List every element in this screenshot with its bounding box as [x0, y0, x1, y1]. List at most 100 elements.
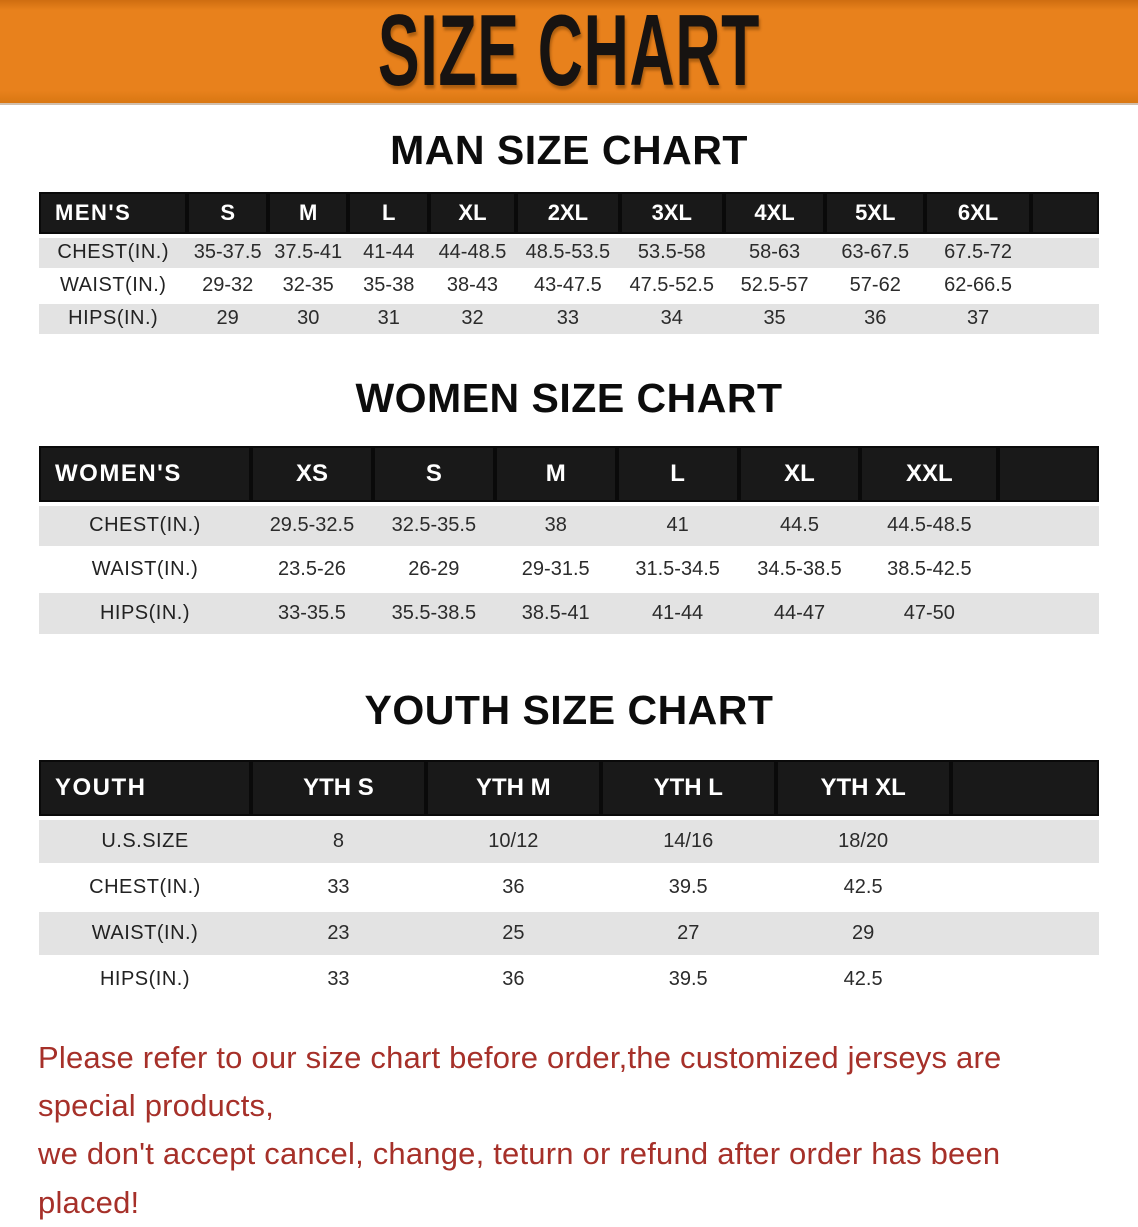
column-header: YTH S — [251, 760, 426, 820]
header-spacer — [1031, 192, 1099, 238]
cell: 37.5-41 — [267, 236, 349, 271]
table-row: CHEST(IN.) 35-37.5 37.5-41 41-44 44-48.5 48.5… — [39, 236, 1099, 271]
row-label: CHEST(IN.) — [39, 236, 188, 271]
cell: 29-31.5 — [494, 547, 617, 593]
column-header: XL — [429, 192, 516, 238]
disclaimer-line-1: Please refer to our size chart before or… — [38, 1039, 1002, 1123]
cell: 44.5 — [738, 503, 861, 549]
cell: 35-37.5 — [187, 236, 268, 271]
table-row: U.S.SIZE 8 10/12 14/16 18/20 — [39, 818, 1099, 866]
row-label: HIPS(IN.) — [39, 956, 251, 1004]
row-label: U.S.SIZE — [39, 818, 251, 866]
cell: 58-63 — [723, 236, 826, 271]
cell: 38.5-41 — [494, 591, 617, 637]
cell: 33 — [251, 864, 426, 912]
table-row: WAIST(IN.) 23 25 27 29 — [39, 910, 1099, 958]
cell: 35 — [723, 302, 826, 337]
cell: 35.5-38.5 — [372, 591, 495, 637]
cell: 36 — [825, 302, 926, 337]
cell: 33 — [515, 302, 620, 337]
disclaimer: Please refer to our size chart before or… — [38, 1034, 1100, 1227]
size-chart-sections: MAN SIZE CHART MEN'S S M L XL 2XL 3XL 4XL 5XL 6XL C… — [0, 127, 1138, 1004]
cell: 30 — [267, 302, 349, 337]
cell: 25 — [425, 910, 601, 958]
section-heading: YOUTH SIZE CHART — [364, 687, 774, 733]
row-label: HIPS(IN.) — [39, 302, 188, 337]
cell: 43-47.5 — [515, 269, 620, 304]
cell: 31.5-34.5 — [616, 547, 739, 593]
cell: 32-35 — [267, 269, 349, 304]
row-spacer — [950, 910, 1099, 958]
cell: 37 — [925, 302, 1032, 337]
cell: 44.5-48.5 — [860, 503, 999, 549]
cell: 29 — [187, 302, 268, 337]
column-header: XL — [738, 445, 861, 506]
cell: 27 — [600, 910, 776, 958]
cell: 14/16 — [600, 818, 776, 866]
cell: 47-50 — [860, 591, 999, 637]
header-row: WOMEN'S XS S M L XL XXL — [39, 445, 1099, 506]
row-spacer — [1031, 302, 1099, 337]
cell: 53.5-58 — [619, 236, 724, 271]
cell: 34 — [619, 302, 724, 337]
column-header: 5XL — [825, 192, 926, 238]
cell: 29 — [775, 910, 951, 958]
cell: 18/20 — [775, 818, 951, 866]
cell: 23 — [251, 910, 426, 958]
table-row: HIPS(IN.) 33 36 39.5 42.5 — [39, 956, 1099, 1004]
row-spacer — [998, 591, 1099, 637]
row-spacer — [950, 864, 1099, 912]
row-label: CHEST(IN.) — [39, 503, 251, 549]
cell: 39.5 — [600, 956, 776, 1004]
cell: 8 — [251, 818, 426, 866]
disclaimer-line-2: we don't accept cancel, change, teturn o… — [38, 1136, 1001, 1220]
cell: 36 — [425, 864, 601, 912]
size-table: WOMEN'S XS S M L XL XXL CHEST(IN.) 29.5-32.5 32.5… — [39, 445, 1099, 637]
row-label: WAIST(IN.) — [39, 547, 251, 593]
size-chart-banner: SIZE CHART — [0, 0, 1138, 107]
cell: 26-29 — [372, 547, 495, 593]
column-header: YTH M — [425, 760, 601, 820]
group-label: MEN'S — [39, 192, 188, 238]
cell: 44-47 — [738, 591, 861, 637]
column-header: S — [372, 445, 495, 506]
row-label: WAIST(IN.) — [39, 910, 251, 958]
cell: 42.5 — [775, 956, 951, 1004]
cell: 33-35.5 — [251, 591, 373, 637]
header-spacer — [998, 445, 1099, 506]
cell: 41 — [616, 503, 739, 549]
cell: 34.5-38.5 — [738, 547, 861, 593]
cell: 31 — [348, 302, 430, 337]
column-header: S — [187, 192, 268, 238]
row-spacer — [950, 818, 1099, 866]
cell: 52.5-57 — [723, 269, 826, 304]
column-header: YTH XL — [775, 760, 951, 820]
column-header: L — [616, 445, 739, 506]
column-header: M — [267, 192, 349, 238]
header-row: YOUTH YTH S YTH M YTH L YTH XL — [39, 760, 1099, 820]
column-header: 4XL — [723, 192, 826, 238]
section-womens: WOMEN SIZE CHART WOMEN'S XS S M L XL XXL CHEST(I… — [0, 375, 1138, 637]
group-label: WOMEN'S — [39, 445, 251, 506]
cell: 29.5-32.5 — [251, 503, 373, 549]
table-row: CHEST(IN.) 29.5-32.5 32.5-35.5 38 41 44.5 44.5… — [39, 503, 1099, 549]
size-table: YOUTH YTH S YTH M YTH L YTH XL U.S.SIZE 8 10/12… — [39, 760, 1099, 1004]
cell: 67.5-72 — [925, 236, 1032, 271]
row-spacer — [998, 547, 1099, 593]
cell: 33 — [251, 956, 426, 1004]
cell: 48.5-53.5 — [515, 236, 620, 271]
column-header: XXL — [860, 445, 999, 506]
cell: 32.5-35.5 — [372, 503, 495, 549]
column-header: YTH L — [600, 760, 776, 820]
column-header: XS — [251, 445, 373, 506]
cell: 23.5-26 — [251, 547, 373, 593]
row-label: WAIST(IN.) — [39, 269, 188, 304]
banner-title: SIZE CHART — [377, 0, 761, 108]
cell: 29-32 — [187, 269, 268, 304]
cell: 39.5 — [600, 864, 776, 912]
section-youth: YOUTH SIZE CHART YOUTH YTH S YTH M YTH L YTH … — [0, 687, 1138, 1004]
cell: 47.5-52.5 — [619, 269, 724, 304]
table-row: HIPS(IN.) 33-35.5 35.5-38.5 38.5-41 41-44 44-… — [39, 591, 1099, 637]
section-heading: MAN SIZE CHART — [390, 127, 748, 173]
row-spacer — [950, 956, 1099, 1004]
